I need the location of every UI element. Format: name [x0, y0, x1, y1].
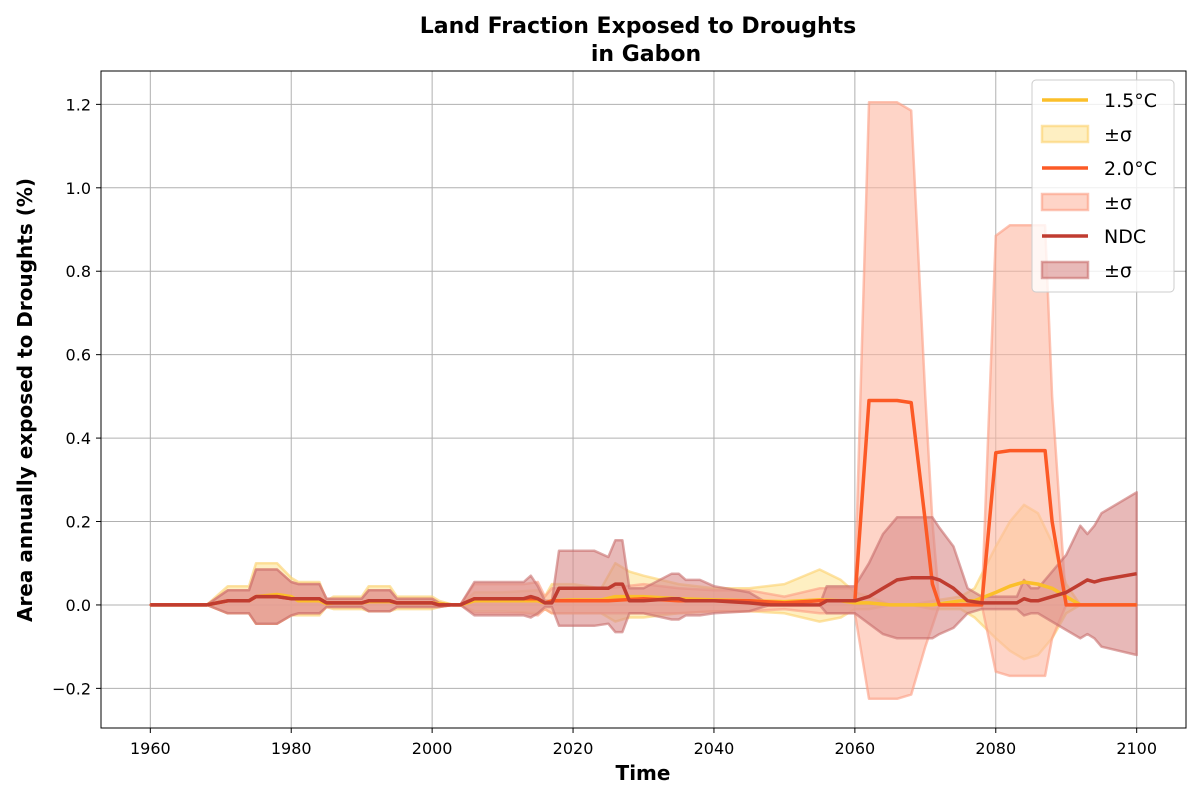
- x-tick-label: 2040: [694, 739, 735, 758]
- chart-subtitle: in Gabon: [591, 42, 701, 67]
- y-axis-ticks: −0.2 0.0 0.2 0.4 0.6 0.8 1.0 1.2: [52, 95, 101, 698]
- legend-label: ±σ: [1104, 192, 1132, 214]
- x-tick-label: 2060: [835, 739, 876, 758]
- y-tick-label: 0.6: [66, 346, 91, 365]
- legend-band-swatch: [1040, 260, 1090, 280]
- y-tick-label: −0.2: [52, 679, 91, 698]
- y-tick-label: 0.2: [66, 513, 91, 532]
- plot-frame: [100, 70, 1187, 729]
- legend: 1.5°C ±σ 2.0°C ±σ NDC ±σ: [1031, 79, 1175, 293]
- y-axis-label: Area annually exposed to Droughts (%): [13, 178, 37, 622]
- y-tick-label: 1.0: [66, 179, 91, 198]
- y-tick-label: 1.2: [66, 95, 91, 114]
- y-tick-label: 0.4: [66, 429, 91, 448]
- legend-label: ±σ: [1104, 124, 1132, 146]
- series-lines: [150, 398, 1138, 607]
- x-tick-label: 2080: [975, 739, 1016, 758]
- x-tick-label: 2020: [553, 739, 594, 758]
- x-axis-label: Time: [616, 761, 671, 785]
- legend-label: NDC: [1104, 226, 1146, 248]
- x-tick-label: 1960: [130, 739, 171, 758]
- y-tick-label: 0.0: [66, 596, 91, 615]
- legend-label: ±σ: [1104, 260, 1132, 282]
- line-ndc: [150, 571, 1138, 607]
- x-axis-ticks: 1960 1980 2000 2020 2040 2060 2080 2100: [130, 728, 1157, 758]
- x-tick-label: 1980: [271, 739, 312, 758]
- legend-label: 1.5°C: [1104, 90, 1157, 112]
- x-tick-label: 2100: [1116, 739, 1157, 758]
- legend-label: 2.0°C: [1104, 158, 1157, 180]
- legend-band-swatch: [1040, 124, 1090, 144]
- chart-title: Land Fraction Exposed to Droughts: [420, 14, 857, 39]
- y-tick-label: 0.8: [66, 262, 91, 281]
- legend-band-swatch: [1040, 192, 1090, 212]
- uncertainty-bands: [149, 101, 1138, 701]
- band-ndc: [149, 491, 1138, 657]
- x-tick-label: 2000: [412, 739, 453, 758]
